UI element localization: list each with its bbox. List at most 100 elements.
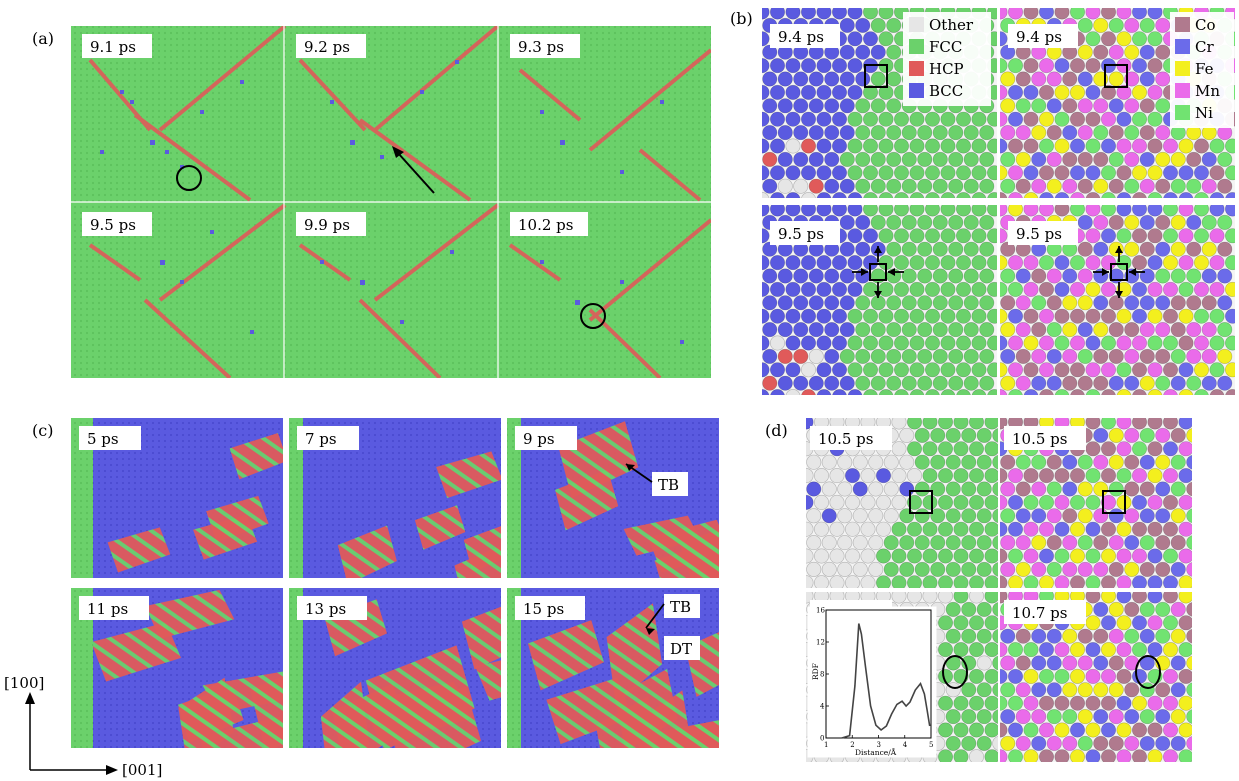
atom bbox=[1108, 508, 1124, 524]
atom bbox=[1116, 111, 1132, 127]
atom bbox=[1015, 178, 1031, 194]
atom bbox=[1101, 111, 1117, 127]
atom bbox=[762, 362, 770, 378]
atom bbox=[801, 8, 816, 20]
atom bbox=[808, 322, 824, 338]
atom bbox=[1116, 521, 1132, 537]
atom bbox=[925, 389, 940, 395]
atom bbox=[1093, 125, 1109, 141]
atom bbox=[969, 592, 984, 604]
atom bbox=[971, 335, 987, 351]
atom bbox=[961, 535, 977, 551]
atom bbox=[1178, 749, 1192, 762]
annotation-label: TB bbox=[658, 476, 679, 494]
atom bbox=[1077, 214, 1093, 230]
atom bbox=[1000, 322, 1016, 338]
atom bbox=[806, 521, 814, 537]
atom bbox=[852, 561, 868, 577]
atom bbox=[955, 308, 971, 324]
frame-label: 15 ps bbox=[523, 600, 564, 618]
atom bbox=[979, 125, 995, 141]
legend-item: Co bbox=[1195, 16, 1216, 34]
atom bbox=[1039, 389, 1054, 395]
atom bbox=[1007, 494, 1023, 510]
atom bbox=[886, 98, 902, 114]
atom bbox=[1023, 281, 1039, 297]
atom bbox=[831, 362, 847, 378]
legend-item: Fe bbox=[1195, 60, 1214, 78]
atom bbox=[1147, 58, 1163, 74]
atom bbox=[1101, 165, 1117, 181]
atom bbox=[961, 628, 977, 644]
atom bbox=[762, 255, 770, 271]
atom bbox=[1108, 682, 1124, 698]
atom bbox=[1132, 695, 1148, 711]
atom bbox=[1116, 418, 1132, 430]
atom bbox=[968, 468, 984, 484]
atom bbox=[862, 228, 878, 244]
atom bbox=[769, 58, 785, 74]
atom bbox=[777, 295, 793, 311]
atom bbox=[961, 709, 977, 725]
atom bbox=[1008, 389, 1023, 395]
frame-label: 10.2 ps bbox=[518, 216, 573, 234]
atom bbox=[1101, 668, 1117, 684]
atom bbox=[976, 601, 992, 617]
atom bbox=[1085, 441, 1101, 457]
atom bbox=[793, 322, 809, 338]
atom bbox=[1178, 668, 1192, 684]
atom bbox=[1070, 668, 1086, 684]
atom bbox=[1139, 735, 1155, 751]
atom bbox=[762, 8, 770, 20]
atom bbox=[1000, 228, 1008, 244]
atom bbox=[1116, 362, 1132, 378]
atom bbox=[953, 494, 969, 510]
atom bbox=[1000, 389, 1008, 395]
atom bbox=[1031, 561, 1047, 577]
atom bbox=[886, 322, 902, 338]
atom bbox=[1077, 71, 1093, 87]
atom bbox=[953, 615, 969, 631]
atom bbox=[1054, 642, 1070, 658]
atom bbox=[953, 592, 969, 604]
atom bbox=[968, 441, 984, 457]
atom bbox=[1163, 389, 1178, 395]
atom bbox=[1062, 268, 1078, 284]
atom bbox=[762, 335, 770, 351]
atom bbox=[1155, 601, 1171, 617]
atom bbox=[800, 84, 816, 100]
atom bbox=[1124, 427, 1140, 443]
atom bbox=[1046, 151, 1062, 167]
atom bbox=[1039, 722, 1055, 738]
atom bbox=[1124, 151, 1140, 167]
atom bbox=[1163, 441, 1179, 457]
atom bbox=[886, 17, 902, 33]
atom bbox=[868, 535, 884, 551]
atom bbox=[837, 535, 853, 551]
frame-label: 13 ps bbox=[305, 600, 346, 618]
atom bbox=[979, 214, 995, 230]
atom bbox=[914, 561, 930, 577]
atom bbox=[1101, 84, 1117, 100]
atom bbox=[940, 205, 956, 217]
atom bbox=[1132, 228, 1148, 244]
atom bbox=[937, 441, 953, 457]
atom bbox=[1093, 655, 1109, 671]
atom bbox=[893, 362, 909, 378]
atom bbox=[1007, 58, 1023, 74]
atom bbox=[932, 151, 948, 167]
atom bbox=[808, 125, 824, 141]
atom bbox=[762, 205, 770, 217]
atom bbox=[1085, 722, 1101, 738]
atom bbox=[1077, 682, 1093, 698]
frame-label: 9.2 ps bbox=[304, 38, 350, 56]
atom bbox=[1186, 562, 1192, 577]
atom bbox=[1000, 58, 1008, 74]
atom bbox=[1070, 494, 1086, 510]
atom bbox=[1108, 322, 1124, 338]
atom bbox=[971, 111, 987, 127]
atom bbox=[824, 322, 840, 338]
atom bbox=[899, 508, 915, 524]
atom bbox=[1031, 735, 1047, 751]
atom bbox=[894, 389, 909, 395]
